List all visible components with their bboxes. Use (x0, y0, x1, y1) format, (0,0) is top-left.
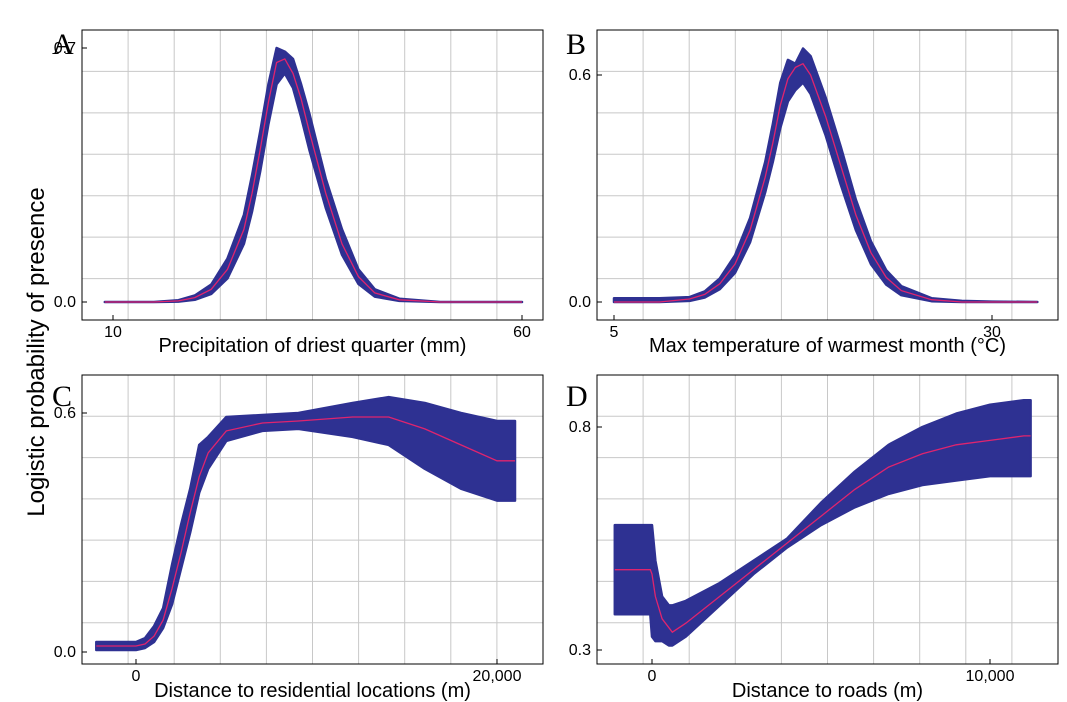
panel-d-chart: 0 10,000 0.3 0.8 Distance to roads (m) D (566, 375, 1058, 702)
x-tick-label: 10,000 (966, 668, 1015, 685)
x-tick-label: 60 (513, 324, 531, 341)
shared-y-axis-label: Logistic probability of presence (23, 187, 50, 517)
x-axis-label: Distance to roads (m) (732, 680, 923, 702)
x-tick-label: 20,000 (473, 668, 522, 685)
y-tick-label: 0.3 (569, 642, 591, 659)
y-tick-label: 0.0 (569, 294, 591, 311)
x-axis-label: Max temperature of warmest month (°C) (649, 335, 1006, 357)
x-tick-label: 0 (648, 668, 657, 685)
panel-letter: A (52, 28, 74, 61)
x-tick-label: 10 (104, 324, 122, 341)
y-tick-label: 0.0 (54, 294, 76, 311)
panel-letter: B (566, 28, 586, 61)
y-tick-label: 0.0 (54, 644, 76, 661)
y-tick-label: 0.8 (569, 419, 591, 436)
x-tick-label: 5 (610, 324, 619, 341)
x-axis-label: Precipitation of driest quarter (mm) (159, 335, 467, 357)
y-tick-label: 0.6 (569, 67, 591, 84)
panel-letter: D (566, 380, 588, 413)
x-tick-label: 0 (132, 668, 141, 685)
x-axis-label: Distance to residential locations (m) (154, 680, 471, 702)
panel-letter: C (52, 380, 72, 413)
